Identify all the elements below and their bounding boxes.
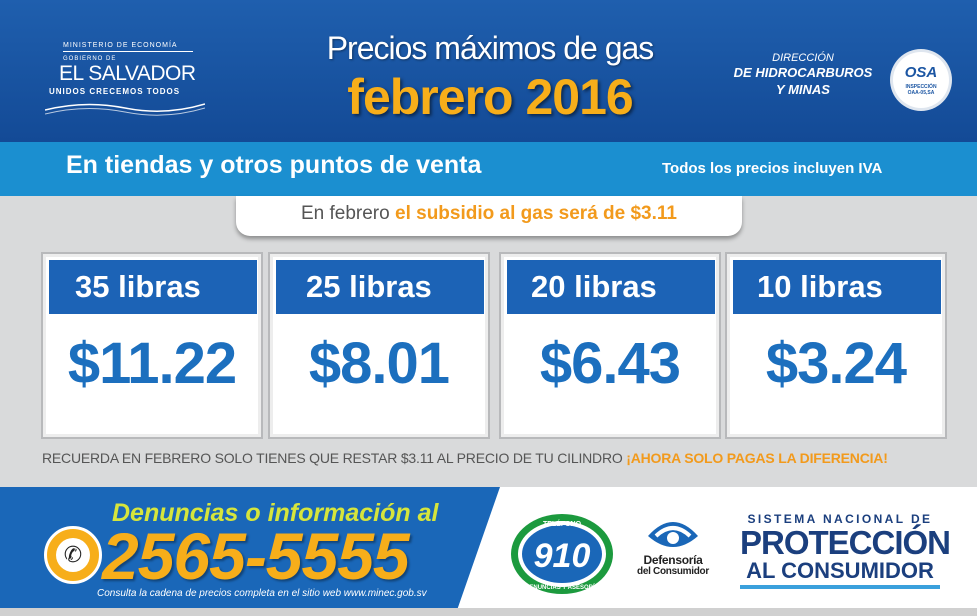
reminder-highlight: ¡AHORA SOLO PAGAS LA DIFERENCIA! [626, 450, 888, 466]
logo-ministry-text: MINISTERIO DE ECONOMÍA [63, 42, 193, 52]
contact-phone-number[interactable]: 2565-5555 [102, 519, 410, 593]
defensoria-consumidor-logo: Defensoría del Consumidor [632, 514, 714, 594]
direccion-line2: DE HIDROCARBUROS [733, 65, 873, 80]
logo-gobierno-text: GOBIERNO DE [63, 56, 117, 62]
phone-icon: ✆ [44, 526, 102, 584]
t910-top-text: TELÉFONO [543, 519, 582, 528]
subsidy-highlight: el subsidio al gas será de $3.11 [395, 203, 677, 224]
points-of-sale-heading: En tiendas y otros puntos de venta [66, 151, 482, 179]
osa-badge-name: OSA [904, 64, 938, 81]
sistema-nacional-line2: PROTECCIÓN [740, 524, 951, 561]
defensoria-text: Defensoría del Consumidor [632, 554, 714, 578]
logo-tagline-text: UNIDOS CRECEMOS TODOS [49, 87, 181, 96]
osa-inspection-badge-icon: OSA INSPECCIÓN OAA-05,SA [893, 52, 949, 108]
direccion-hidrocarburos-logo: DIRECCIÓN DE HIDROCARBUROS Y MINAS [718, 52, 888, 98]
cylinder-size-label: 25 libras [276, 260, 484, 314]
telefono-910-logo-icon: TELÉFONO 910 DENUNCIAS Y ASESORÍA [511, 514, 613, 594]
sistema-nacional-line3: AL CONSUMIDOR [746, 558, 934, 583]
cylinder-size-label: 20 libras [507, 260, 715, 314]
subsidy-banner: En febrero el subsidio al gas será de $3… [236, 196, 742, 236]
direccion-line1: DIRECCIÓN [772, 52, 834, 64]
footer-strip [0, 608, 977, 616]
iva-note: Todos los precios incluyen IVA [662, 160, 883, 177]
defensoria-line1: Defensoría [643, 553, 703, 567]
cylinder-price: $3.24 [765, 331, 907, 396]
osa-badge-text: INSPECCIÓN OAA-05,SA [893, 84, 949, 96]
price-card-35-libras: 35 libras $11.22 [41, 252, 263, 439]
t910-arc-text: DENUNCIAS Y ASESORÍA [525, 583, 600, 591]
reminder-text: RECUERDA EN FEBRERO SOLO TIENES QUE REST… [42, 450, 623, 466]
defensoria-eye-icon [648, 522, 698, 547]
logo-wave-icon [45, 103, 205, 116]
phone-handset-icon: ✆ [56, 538, 90, 572]
price-card-25-libras: 25 libras $8.01 [268, 252, 490, 439]
logo-country-text: EL SALVADOR [59, 62, 196, 85]
t910-number: 910 [534, 537, 591, 575]
subsidy-reminder: RECUERDA EN FEBRERO SOLO TIENES QUE REST… [42, 450, 888, 466]
sistema-nacional-underline [740, 585, 940, 589]
header-banner [0, 0, 977, 142]
sistema-nacional-line1: SISTEMA NACIONAL DE [747, 512, 933, 526]
subheader-band [0, 142, 977, 196]
cylinder-size-label: 10 libras [733, 260, 941, 314]
osa-badge-line2: OAA-05,SA [907, 90, 935, 96]
price-card-10-libras: 10 libras $3.24 [725, 252, 947, 439]
cylinder-price: $11.22 [67, 331, 237, 396]
contact-heading: Denuncias o información al [112, 499, 439, 527]
cylinder-size-label: 35 libras [49, 260, 257, 314]
defensoria-line2: del Consumidor [637, 566, 709, 577]
osa-badge-line1: INSPECCIÓN [905, 84, 937, 90]
page-title-line2: febrero 2016 [347, 69, 633, 125]
cylinder-price: $6.43 [539, 331, 681, 396]
subsidy-prefix: En febrero [300, 203, 390, 224]
website-note: Consulta la cadena de precios completa e… [97, 588, 427, 599]
direccion-line3: Y MINAS [776, 82, 830, 97]
price-card-20-libras: 20 libras $6.43 [499, 252, 721, 439]
cylinder-price: $8.01 [308, 331, 450, 396]
page-title-line1: Precios máximos de gas [326, 30, 655, 66]
el-salvador-government-logo: MINISTERIO DE ECONOMÍA GOBIERNO DE EL SA… [45, 40, 205, 120]
